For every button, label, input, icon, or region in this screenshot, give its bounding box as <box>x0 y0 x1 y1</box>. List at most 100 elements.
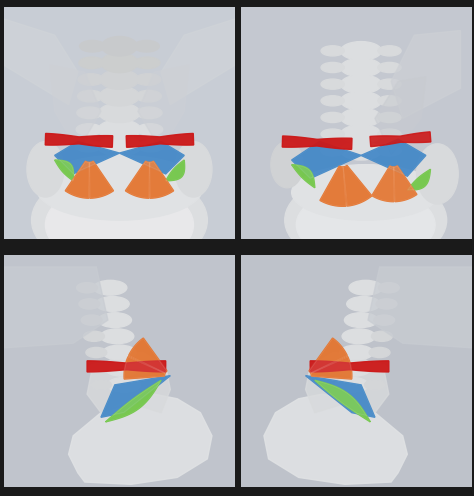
Polygon shape <box>45 133 113 147</box>
Polygon shape <box>126 161 149 198</box>
Polygon shape <box>124 357 165 379</box>
Ellipse shape <box>378 283 399 293</box>
Polygon shape <box>65 161 89 198</box>
Ellipse shape <box>108 377 141 392</box>
Ellipse shape <box>137 124 163 135</box>
Ellipse shape <box>378 62 401 72</box>
Polygon shape <box>138 65 189 151</box>
Polygon shape <box>126 161 149 198</box>
Polygon shape <box>391 30 461 119</box>
Polygon shape <box>126 133 194 147</box>
Polygon shape <box>166 160 184 181</box>
Polygon shape <box>306 353 389 413</box>
Polygon shape <box>161 19 235 105</box>
Ellipse shape <box>341 42 382 60</box>
Polygon shape <box>394 166 417 201</box>
Polygon shape <box>309 338 347 373</box>
Ellipse shape <box>105 361 138 376</box>
Ellipse shape <box>321 146 344 156</box>
Polygon shape <box>306 375 375 417</box>
Polygon shape <box>90 161 113 198</box>
Ellipse shape <box>296 188 435 262</box>
Ellipse shape <box>175 141 212 197</box>
Ellipse shape <box>345 312 378 327</box>
Polygon shape <box>320 166 346 206</box>
Ellipse shape <box>321 79 344 89</box>
Ellipse shape <box>378 46 401 56</box>
Ellipse shape <box>321 46 344 56</box>
Ellipse shape <box>79 57 104 68</box>
Polygon shape <box>87 353 170 413</box>
Polygon shape <box>150 161 173 198</box>
Ellipse shape <box>100 86 139 106</box>
Polygon shape <box>4 19 78 105</box>
Polygon shape <box>128 338 167 373</box>
Ellipse shape <box>100 70 139 89</box>
Ellipse shape <box>138 140 164 152</box>
Polygon shape <box>150 161 173 198</box>
Ellipse shape <box>347 297 380 311</box>
Polygon shape <box>292 165 315 188</box>
Ellipse shape <box>341 75 382 93</box>
Polygon shape <box>119 141 184 174</box>
Polygon shape <box>407 169 430 190</box>
Ellipse shape <box>372 331 392 341</box>
Polygon shape <box>343 165 372 206</box>
Ellipse shape <box>99 103 140 123</box>
Ellipse shape <box>101 53 138 72</box>
Polygon shape <box>315 380 370 422</box>
Polygon shape <box>55 141 119 174</box>
Ellipse shape <box>321 62 344 72</box>
Ellipse shape <box>367 364 388 374</box>
Polygon shape <box>361 139 426 176</box>
Ellipse shape <box>321 113 344 123</box>
Ellipse shape <box>101 37 137 56</box>
Polygon shape <box>311 357 352 379</box>
Ellipse shape <box>80 41 105 52</box>
Polygon shape <box>292 165 315 188</box>
Ellipse shape <box>46 183 193 266</box>
Ellipse shape <box>341 125 382 143</box>
Ellipse shape <box>98 312 131 327</box>
Ellipse shape <box>27 141 64 197</box>
Ellipse shape <box>91 380 111 390</box>
Ellipse shape <box>417 144 458 204</box>
Polygon shape <box>407 169 430 190</box>
Ellipse shape <box>83 331 104 341</box>
Polygon shape <box>368 267 472 348</box>
Ellipse shape <box>81 315 102 325</box>
Ellipse shape <box>136 90 161 102</box>
Ellipse shape <box>378 113 401 123</box>
Ellipse shape <box>134 41 159 52</box>
Ellipse shape <box>98 136 141 156</box>
Polygon shape <box>311 357 352 379</box>
Ellipse shape <box>78 90 103 102</box>
Ellipse shape <box>285 174 447 266</box>
Polygon shape <box>372 166 394 202</box>
Polygon shape <box>106 380 161 422</box>
Polygon shape <box>306 375 375 417</box>
Ellipse shape <box>77 107 102 119</box>
Ellipse shape <box>78 74 104 85</box>
Ellipse shape <box>337 361 371 376</box>
Polygon shape <box>65 161 89 198</box>
Ellipse shape <box>36 155 203 220</box>
Ellipse shape <box>342 329 375 344</box>
Polygon shape <box>282 136 352 149</box>
Ellipse shape <box>100 329 134 344</box>
Polygon shape <box>101 375 170 417</box>
Polygon shape <box>50 65 101 151</box>
Ellipse shape <box>341 92 382 110</box>
Polygon shape <box>315 380 370 422</box>
Ellipse shape <box>349 280 383 295</box>
Ellipse shape <box>378 96 401 106</box>
Polygon shape <box>106 380 161 422</box>
Polygon shape <box>87 361 166 372</box>
Polygon shape <box>119 141 184 174</box>
Polygon shape <box>372 166 394 202</box>
Ellipse shape <box>86 347 107 358</box>
Polygon shape <box>264 394 407 485</box>
Ellipse shape <box>378 129 401 139</box>
Polygon shape <box>55 160 73 181</box>
Ellipse shape <box>341 108 382 126</box>
